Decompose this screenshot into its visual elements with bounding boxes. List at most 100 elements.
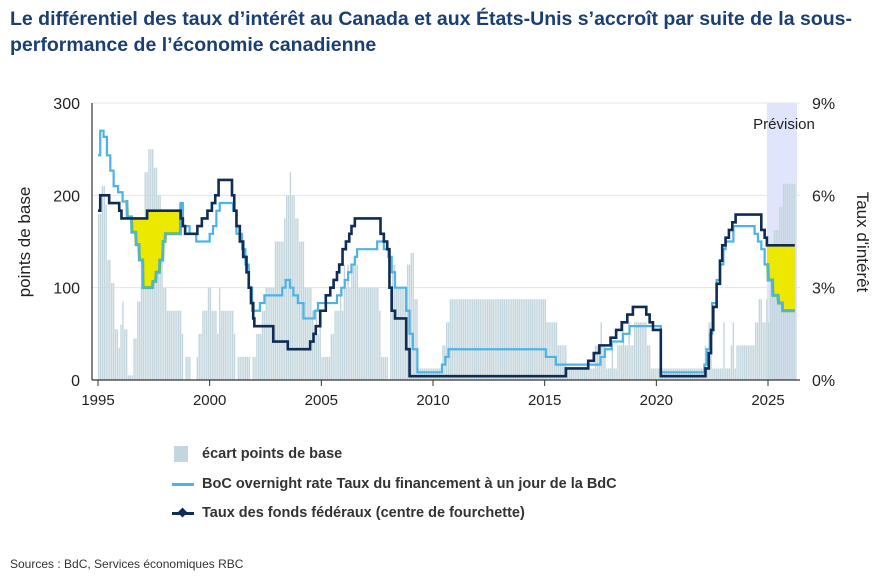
spread-bar (312, 310, 314, 380)
spread-bar (362, 287, 364, 380)
spread-bar (708, 322, 710, 380)
spread-bar (315, 310, 318, 380)
spread-bar (384, 356, 387, 380)
spread-bar (274, 241, 277, 380)
spread-bar (174, 310, 176, 380)
spread-bar (741, 345, 744, 380)
spread-bar (269, 287, 271, 380)
spread-bar (546, 322, 548, 380)
spread-bar (423, 368, 426, 380)
spread-bar (209, 287, 212, 380)
spread-bar (436, 368, 439, 380)
spread-bar (481, 299, 483, 380)
spread-bar (99, 213, 102, 380)
spread-bar (619, 345, 621, 380)
spread-bar (217, 333, 219, 380)
spread-bar (379, 310, 381, 380)
spread-bar (360, 287, 362, 380)
diamond-line-swatch (172, 507, 194, 519)
legend-item-boc: BoC overnight rate Taux du financement à… (172, 476, 617, 492)
spread-bar (695, 368, 697, 380)
spread-bar (170, 310, 172, 380)
spread-bar (483, 299, 485, 380)
spread-bar (701, 368, 703, 380)
left-tick-label: 300 (53, 96, 80, 113)
spread-bar (486, 299, 489, 380)
spread-bar (406, 264, 409, 380)
spread-bar (258, 333, 260, 380)
spread-bar (284, 218, 286, 380)
spread-bar (462, 299, 465, 380)
spread-bar (606, 368, 608, 380)
spread-bar (607, 368, 610, 380)
spread-bar (230, 310, 232, 380)
right-tick-label: 3% (812, 281, 835, 298)
spread-bar (343, 264, 346, 380)
spread-bar (256, 333, 258, 380)
spread-bar (226, 310, 228, 380)
spread-bar (339, 287, 342, 380)
spread-bar (762, 322, 764, 380)
spread-bar (766, 299, 768, 380)
spread-bar (181, 333, 184, 380)
spread-bar (593, 368, 595, 380)
spread-bar (522, 299, 524, 380)
spread-bar (689, 368, 692, 380)
spread-bar (715, 368, 718, 380)
spread-bar (125, 329, 128, 380)
spread-bar (351, 264, 353, 380)
spread-bar (137, 301, 139, 380)
spread-bar (643, 322, 645, 380)
spread-bar (166, 310, 169, 380)
spread-bar (118, 347, 120, 380)
spread-bar (581, 368, 584, 380)
spread-bar (740, 345, 742, 380)
spread-bar (756, 322, 759, 380)
spread-bar (222, 310, 225, 380)
spread-bar (390, 287, 392, 380)
spread-bar (455, 299, 457, 380)
spread-bar (574, 368, 576, 380)
spread-bar (109, 259, 111, 380)
spread-bar (773, 229, 775, 380)
spread-bar (265, 287, 267, 380)
spread-bar (239, 356, 241, 380)
spread-bar (276, 241, 279, 380)
spread-bar (544, 299, 547, 380)
spread-bar (496, 299, 498, 380)
spread-bar (261, 310, 264, 380)
spread-bar (259, 333, 262, 380)
spread-bar (768, 322, 770, 380)
right-tick-label: 6% (812, 188, 835, 205)
spread-bar (271, 287, 273, 380)
spread-bar (539, 299, 541, 380)
right-tick-label: 9% (812, 96, 835, 113)
spread-bar (568, 368, 571, 380)
spread-bar (263, 310, 266, 380)
spread-bar (738, 345, 740, 380)
spread-bar (563, 345, 565, 380)
x-tick-label: 2020 (640, 392, 673, 409)
spread-bar (468, 299, 470, 380)
spread-bar (658, 368, 660, 380)
spread-bar (347, 264, 349, 380)
spread-bar (514, 299, 517, 380)
spread-bar (674, 368, 677, 380)
spread-bar (397, 287, 400, 380)
spread-bar (138, 301, 141, 380)
spread-bar (159, 195, 161, 380)
spread-bar (754, 322, 757, 380)
spread-bar (650, 368, 653, 380)
spread-bar (338, 310, 340, 380)
left-tick-label: 200 (53, 188, 80, 205)
spread-bar (634, 322, 636, 380)
spread-bar (248, 356, 251, 380)
spread-bar (637, 322, 640, 380)
spread-bar (648, 345, 651, 380)
spread-bar (680, 368, 682, 380)
spread-bar (466, 299, 468, 380)
spread-bar (775, 229, 777, 380)
spread-bar (613, 368, 615, 380)
spread-bar (419, 368, 422, 380)
spread-bar (591, 368, 593, 380)
